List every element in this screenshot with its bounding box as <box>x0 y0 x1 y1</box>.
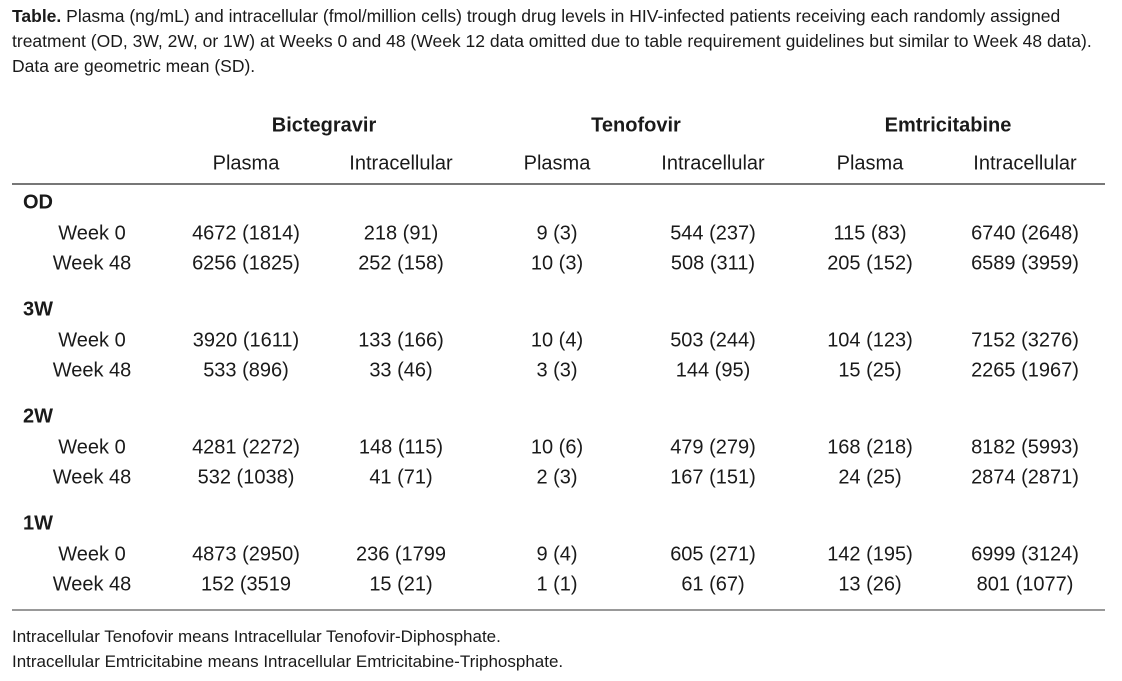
table-cell: 9 (3) <box>536 222 578 245</box>
table-cell: 6999 (3124) <box>971 543 1079 566</box>
table-cell: 13 (26) <box>838 573 902 596</box>
drug-header: Tenofovir <box>591 114 681 137</box>
header-rule <box>12 183 1105 185</box>
table-cell: 15 (21) <box>369 573 433 596</box>
table-cell: 152 (3519 <box>200 573 292 596</box>
table-cell: 8182 (5993) <box>971 436 1079 459</box>
table-cell: 205 (152) <box>827 252 913 275</box>
caption-label: Table. <box>12 6 62 26</box>
column-header: Intracellular <box>661 152 765 175</box>
table-cell: 10 (4) <box>530 329 584 352</box>
column-header: Plasma <box>212 152 280 175</box>
table-cell: 605 (271) <box>670 543 756 566</box>
table-cell: 236 (1799 <box>355 543 447 566</box>
table-cell: 24 (25) <box>838 466 902 489</box>
row-label: Week 48 <box>52 252 132 275</box>
row-label: Week 0 <box>58 436 126 459</box>
table-cell: 144 (95) <box>675 359 751 382</box>
column-header: Intracellular <box>349 152 453 175</box>
table-cell: 4672 (1814) <box>192 222 300 245</box>
group-label: 2W <box>23 405 53 428</box>
bottom-rule <box>12 609 1105 611</box>
table-cell: 252 (158) <box>358 252 444 275</box>
table-cell: 142 (195) <box>827 543 913 566</box>
table-cell: 6740 (2648) <box>971 222 1079 245</box>
table-cell: 3920 (1611) <box>192 329 300 352</box>
table-cell: 3 (3) <box>536 359 578 382</box>
table-cell: 801 (1077) <box>976 573 1074 596</box>
row-label: Week 0 <box>58 543 126 566</box>
table-cell: 61 (67) <box>681 573 745 596</box>
row-label: Week 0 <box>58 329 126 352</box>
column-header: Intracellular <box>973 152 1077 175</box>
table-cell: 168 (218) <box>827 436 913 459</box>
table-cell: 503 (244) <box>670 329 756 352</box>
table-cell: 148 (115) <box>358 436 444 459</box>
table-cell: 533 (896) <box>203 359 289 382</box>
table-cell: 532 (1038) <box>197 466 295 489</box>
table-cell: 4873 (2950) <box>192 543 300 566</box>
table-cell: 133 (166) <box>358 329 444 352</box>
footnote: Intracellular Emtricitabine means Intrac… <box>12 652 564 671</box>
table-cell: 167 (151) <box>670 466 756 489</box>
table-cell: 6589 (3959) <box>971 252 1079 275</box>
table-cell: 2265 (1967) <box>971 359 1079 382</box>
caption-text: Plasma (ng/mL) and intracellular (fmol/m… <box>12 6 1092 76</box>
table-cell: 2874 (2871) <box>971 466 1079 489</box>
row-label: Week 48 <box>52 573 132 596</box>
row-label: Week 0 <box>58 222 126 245</box>
table-cell: 10 (6) <box>530 436 584 459</box>
footnote: Intracellular Tenofovir means Intracellu… <box>12 627 501 646</box>
table-cell: 479 (279) <box>670 436 756 459</box>
table-cell: 6256 (1825) <box>192 252 300 275</box>
group-label: OD <box>23 191 53 214</box>
table-cell: 544 (237) <box>670 222 756 245</box>
drug-header: Bictegravir <box>271 114 377 137</box>
table-cell: 115 (83) <box>833 222 907 245</box>
group-label: 3W <box>23 298 53 321</box>
table-caption: Table. Plasma (ng/mL) and intracellular … <box>12 4 1102 79</box>
table-cell: 4281 (2272) <box>192 436 300 459</box>
row-label: Week 48 <box>52 466 132 489</box>
table-cell: 9 (4) <box>536 543 578 566</box>
table-cell: 508 (311) <box>670 252 756 275</box>
column-header: Plasma <box>523 152 591 175</box>
drug-header: Emtricitabine <box>884 114 1012 137</box>
table-cell: 33 (46) <box>369 359 433 382</box>
table-cell: 1 (1) <box>536 573 578 596</box>
table-cell: 218 (91) <box>363 222 439 245</box>
table-cell: 2 (3) <box>536 466 578 489</box>
table-cell: 10 (3) <box>530 252 584 275</box>
table-cell: 104 (123) <box>827 329 913 352</box>
table-cell: 7152 (3276) <box>971 329 1079 352</box>
row-label: Week 48 <box>52 359 132 382</box>
column-header: Plasma <box>836 152 904 175</box>
group-label: 1W <box>23 512 53 535</box>
table-cell: 15 (25) <box>838 359 902 382</box>
table-cell: 41 (71) <box>369 466 433 489</box>
